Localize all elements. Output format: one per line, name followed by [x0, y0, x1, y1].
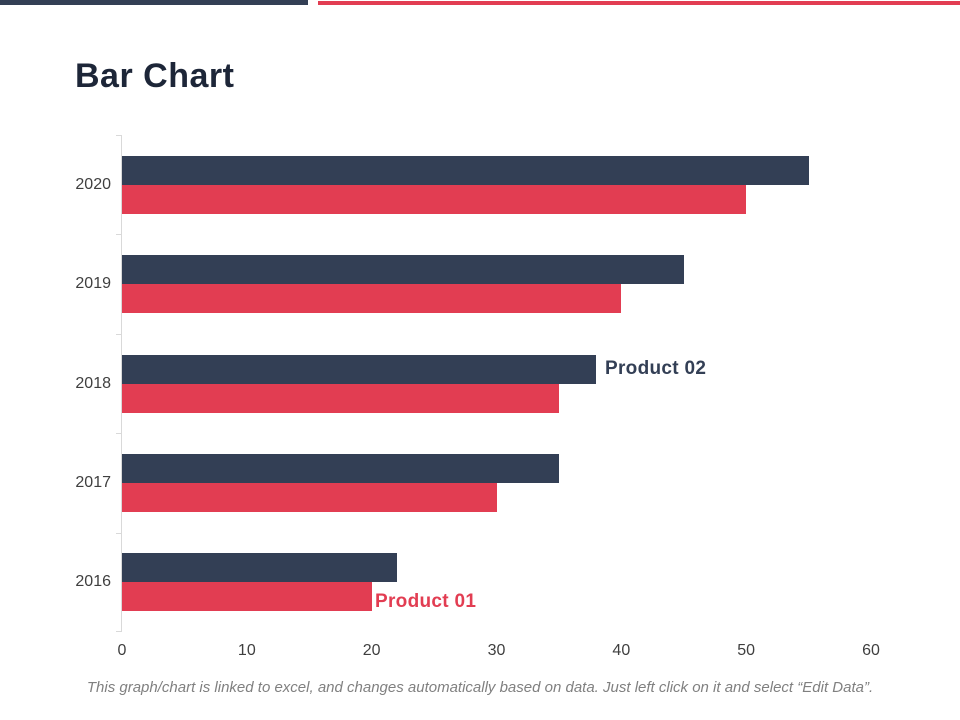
bar-product-01-2020[interactable] [122, 184, 747, 214]
y-axis-tick [116, 333, 122, 335]
x-axis-label-0: 0 [117, 642, 127, 659]
x-axis-label-50: 50 [737, 642, 756, 659]
top-accent-strip-red [318, 1, 960, 5]
y-axis-tick [116, 433, 122, 435]
x-axis-label-30: 30 [487, 642, 506, 659]
y-axis-label-2020: 2020 [75, 175, 111, 193]
x-axis-label-20: 20 [362, 642, 381, 659]
series-label-product-01: Product 01 [375, 591, 477, 612]
top-accent-strip-navy [0, 0, 308, 5]
bar-product-01-2019[interactable] [122, 284, 622, 314]
x-axis-label-10: 10 [237, 642, 256, 659]
bar-product-02-2018[interactable] [122, 354, 597, 384]
y-axis-tick [116, 234, 122, 236]
page-title: Bar Chart [75, 56, 235, 95]
bar-product-01-2017[interactable] [122, 482, 497, 512]
y-axis-tick [116, 135, 122, 136]
x-axis-label-60: 60 [862, 642, 880, 659]
bar-product-02-2016[interactable] [122, 553, 397, 583]
y-axis-tick [116, 631, 122, 632]
bar-product-02-2020[interactable] [122, 155, 809, 185]
y-axis-tick [116, 532, 122, 534]
footer-note: This graph/chart is linked to excel, and… [86, 679, 874, 696]
y-axis-label-2017: 2017 [75, 473, 111, 491]
bar-chart-plot-area[interactable]: 2020 2019 2018 2017 2016 0 10 20 30 40 50 60 [75, 135, 880, 659]
y-axis-label-2019: 2019 [75, 275, 111, 293]
bar-product-02-2019[interactable] [122, 255, 684, 285]
y-axis-label-2018: 2018 [75, 374, 111, 392]
y-axis-label-2016: 2016 [75, 573, 111, 591]
series-label-product-02: Product 02 [605, 358, 707, 379]
bar-product-02-2017[interactable] [122, 453, 559, 483]
bar-product-01-2018[interactable] [122, 383, 559, 413]
x-axis-label-40: 40 [612, 642, 631, 659]
bar-product-01-2016[interactable] [122, 582, 372, 612]
